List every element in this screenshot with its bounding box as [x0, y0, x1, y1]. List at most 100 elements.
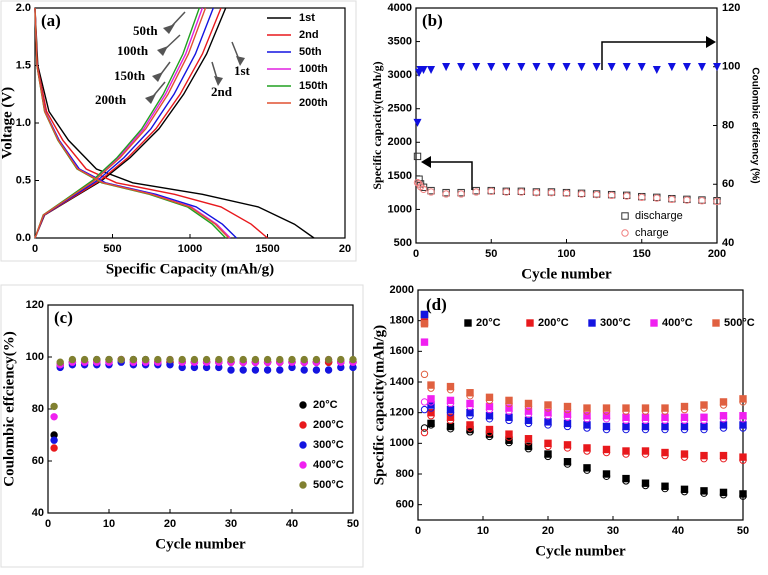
marker: [93, 355, 101, 364]
marker: [324, 366, 333, 374]
x-axis-title: Cycle number: [535, 543, 626, 559]
marker: [50, 436, 58, 444]
marker: [583, 415, 591, 423]
marker: [641, 407, 650, 415]
marker: [427, 398, 435, 406]
marker: [446, 408, 455, 417]
marker: [427, 412, 435, 420]
marker: [668, 195, 676, 204]
marker: [602, 448, 611, 457]
marker: [698, 197, 706, 205]
y-tick-label: 2.0: [16, 2, 31, 14]
panel-label: (c): [54, 308, 73, 327]
legend-label: charge: [635, 227, 669, 239]
marker: [623, 192, 631, 200]
y-tick-label: 3500: [388, 35, 412, 47]
y-axis-title: Voltage (V): [0, 87, 15, 159]
marker: [661, 407, 669, 415]
legend-label: 50th: [299, 46, 322, 58]
marker: [544, 412, 552, 420]
marker: [505, 416, 513, 425]
marker: [427, 421, 435, 429]
marker: [502, 63, 511, 72]
x-tick-label: 0: [32, 243, 38, 255]
marker: [592, 190, 601, 199]
marker: [680, 487, 689, 496]
x-tick-label: 40: [672, 525, 684, 537]
marker: [562, 63, 571, 72]
y-tick-label: 600: [396, 499, 414, 511]
marker: [485, 428, 494, 437]
marker: [577, 190, 586, 198]
marker: [680, 425, 689, 434]
legend-label: 200th: [299, 97, 328, 109]
marker: [466, 424, 474, 432]
y2-tick-label: 100: [722, 61, 740, 73]
marker: [700, 489, 708, 497]
marker: [190, 355, 199, 364]
marker: [349, 355, 357, 364]
marker: [739, 398, 747, 406]
legend-label: 500°C: [313, 479, 344, 491]
marker: [524, 442, 533, 451]
marker: [299, 421, 307, 429]
marker: [563, 444, 572, 452]
x-tick-label: 40: [286, 518, 298, 530]
marker: [739, 490, 747, 498]
legend-label: 300°C: [600, 317, 631, 329]
marker: [288, 355, 296, 364]
legend-label: 400°C: [662, 317, 693, 329]
chart-panel: 0 10 20 30 40 50 40 60 80 100 120 Cycle number Coulo…: [1, 299, 359, 553]
marker: [719, 454, 728, 463]
y-tick-label: 0.5: [16, 174, 31, 186]
marker: [485, 415, 494, 423]
x-axis-title: Cycle number: [155, 536, 246, 552]
marker: [641, 416, 650, 425]
marker: [457, 190, 465, 198]
y-tick-label: 1500: [388, 170, 412, 182]
marker: [415, 175, 423, 183]
x-tick-label: 50: [485, 248, 497, 260]
marker: [227, 355, 235, 364]
y-tick-label: 0.0: [16, 232, 31, 244]
y-tick-label: 2000: [388, 136, 412, 148]
marker: [602, 470, 611, 478]
y-tick-label: 500: [394, 237, 412, 249]
arrow-head: [214, 76, 223, 86]
marker: [577, 63, 586, 72]
marker: [466, 428, 474, 436]
marker: [466, 412, 474, 420]
x-tick-label: 0: [413, 248, 419, 260]
marker: [337, 355, 345, 364]
legend-label: 300°C: [313, 439, 344, 451]
marker: [524, 419, 533, 428]
marker: [544, 442, 552, 451]
marker: [446, 399, 455, 408]
y-tick-label: 60: [32, 455, 44, 467]
marker: [420, 370, 429, 379]
marker: [712, 319, 720, 327]
marker: [682, 63, 691, 72]
arrow-head: [706, 36, 716, 48]
data-line: [34, 7, 207, 239]
arrow-head: [145, 94, 156, 104]
x-axis-title: Cycle number: [521, 266, 612, 282]
marker: [563, 458, 572, 466]
marker: [299, 401, 307, 409]
y-axis-title: Specific capacity(mAh/g): [371, 325, 387, 485]
marker: [652, 65, 661, 75]
marker: [602, 425, 611, 434]
marker: [739, 424, 747, 432]
marker: [739, 456, 747, 464]
marker: [312, 366, 321, 374]
marker: [485, 396, 494, 405]
legend-label: 200°C: [538, 317, 569, 329]
marker: [622, 474, 630, 483]
marker: [641, 425, 650, 434]
y-tick-label: 2000: [390, 284, 414, 296]
x-tick-label: 20: [164, 518, 176, 530]
marker: [583, 447, 591, 455]
y-tick-label: 1600: [390, 345, 414, 357]
y-tick-label: 40: [32, 507, 44, 519]
marker: [524, 438, 533, 446]
